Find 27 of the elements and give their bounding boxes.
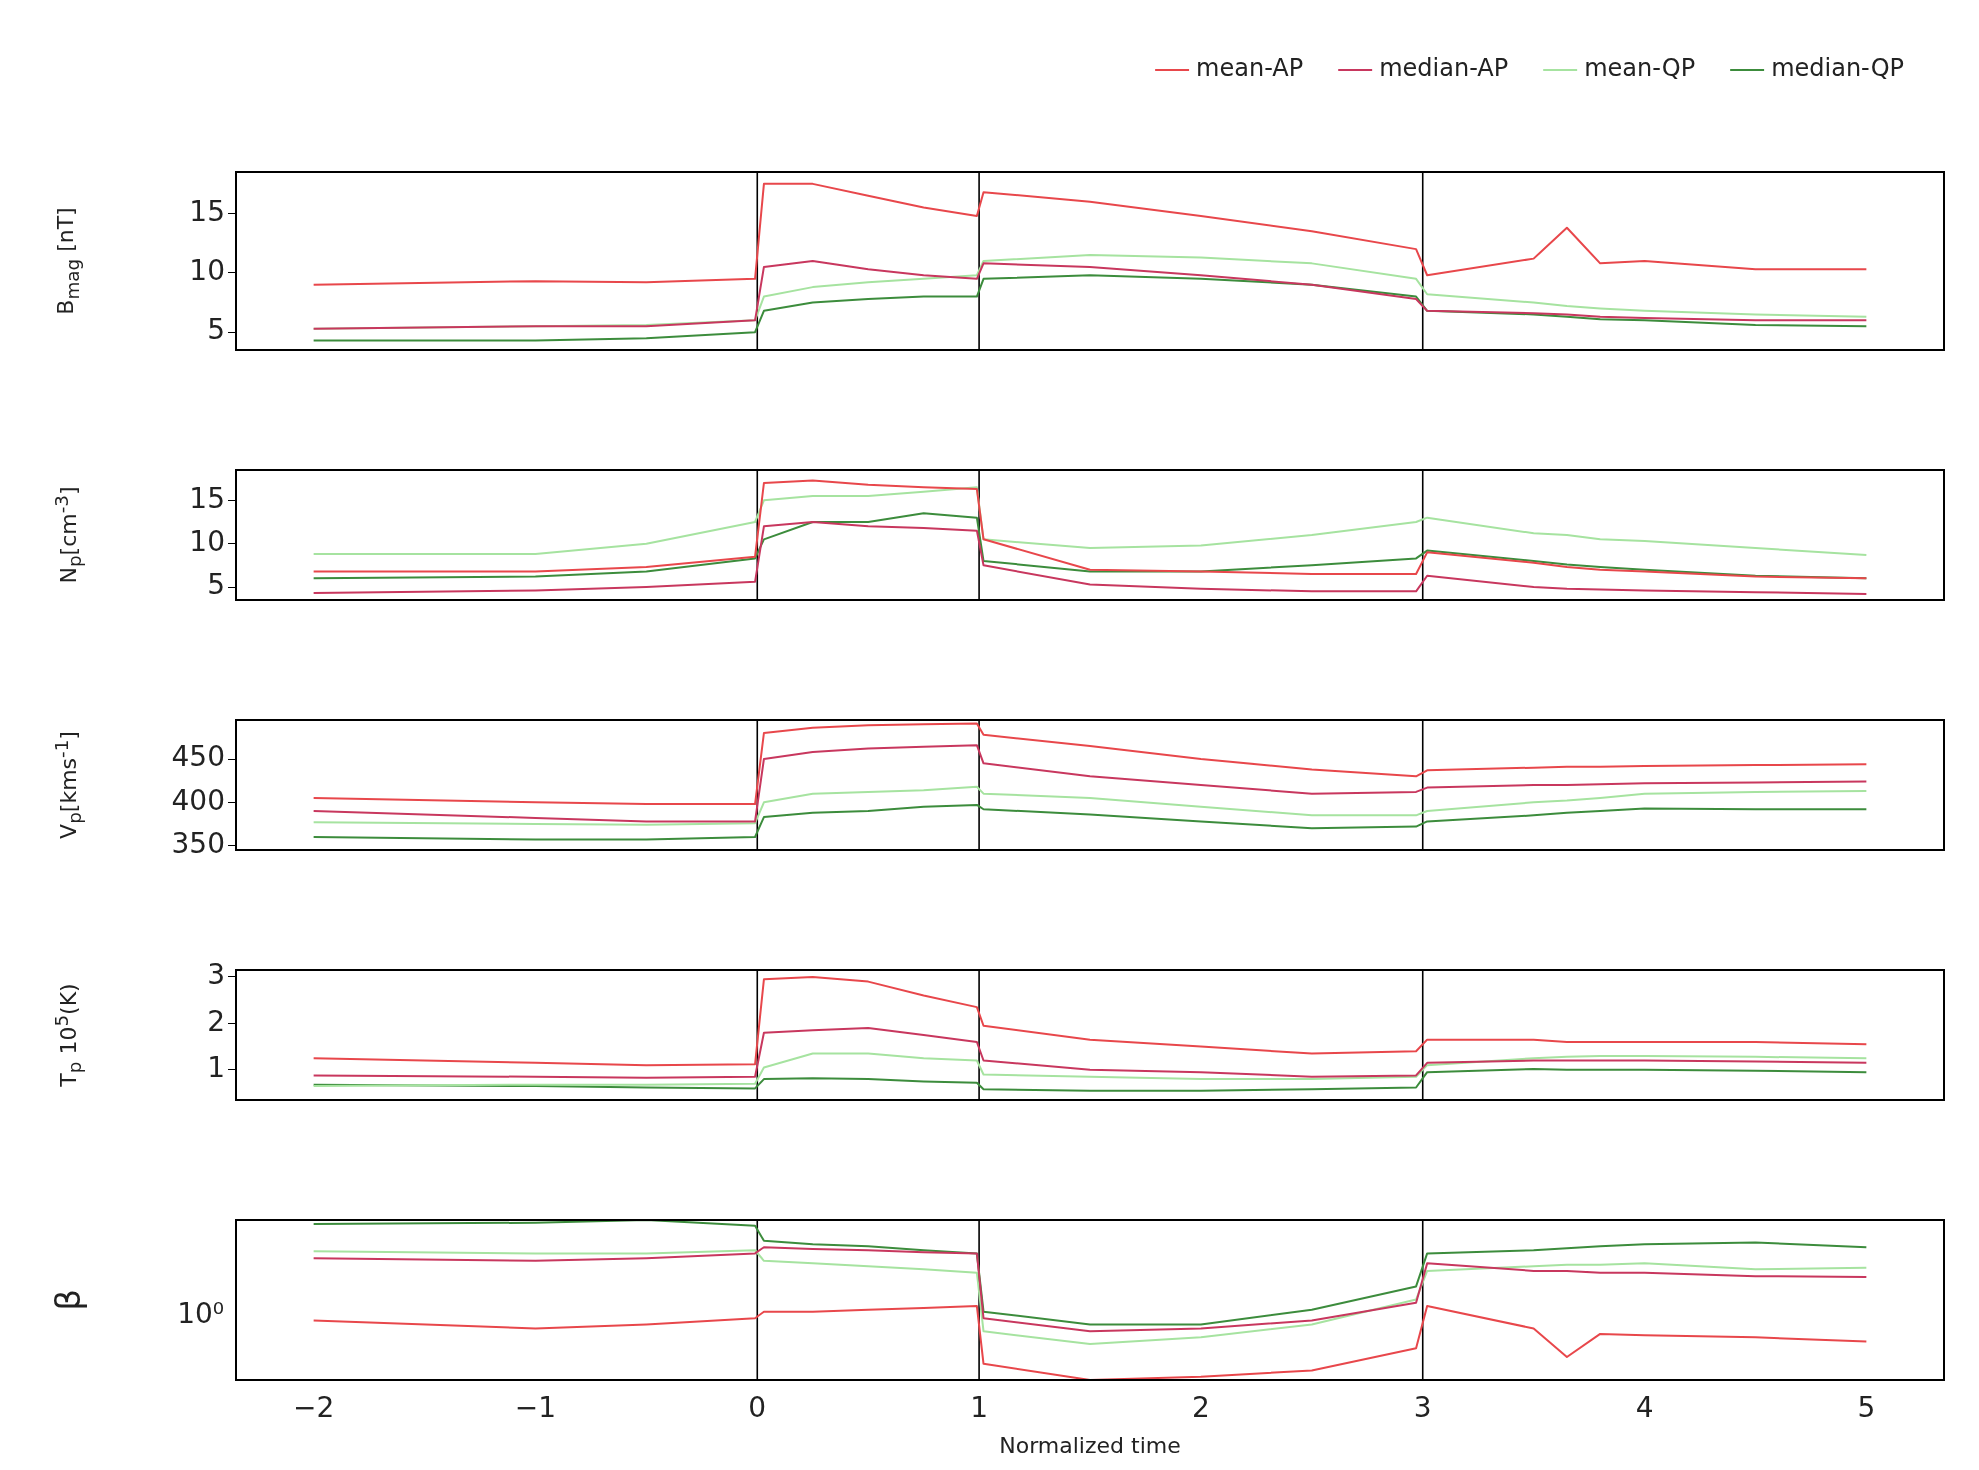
x-axis-title: Normalized time [999, 1432, 1181, 1458]
y-tick-label: 5 [207, 313, 225, 347]
y-tick-label: 2 [207, 1004, 225, 1038]
legend-label: median-AP [1379, 54, 1509, 83]
x-tick-label: 3 [1413, 1391, 1432, 1425]
text: 10⁰ [177, 1297, 224, 1331]
y-tick-label: 10 [189, 524, 225, 558]
x-tick-label: 2 [1191, 1391, 1210, 1425]
legend-label: mean-QP [1584, 54, 1696, 83]
y-axis-title: β [48, 1289, 88, 1311]
y-tick-label: 10 [189, 254, 225, 288]
x-tick-label: 1 [970, 1391, 988, 1425]
y-tick-label: 5 [207, 568, 225, 602]
x-tick-label: 5 [1857, 1391, 1876, 1425]
y-tick-label: 15 [189, 194, 225, 228]
y-tick-label: 3 [207, 958, 225, 992]
y-tick-label: 1 [207, 1051, 225, 1085]
y-tick-label: 350 [171, 826, 225, 860]
y-tick-label: 15 [189, 481, 225, 515]
legend-label: mean-AP [1196, 54, 1304, 83]
x-tick-label: −2 [293, 1391, 335, 1425]
x-tick-label: −1 [514, 1391, 557, 1425]
y-tick-label: 450 [171, 740, 225, 774]
y-tick-label: 400 [171, 783, 225, 817]
x-tick-label: 4 [1635, 1391, 1654, 1425]
x-tick-label: 0 [748, 1391, 767, 1425]
legend-label: median-QP [1771, 54, 1905, 83]
